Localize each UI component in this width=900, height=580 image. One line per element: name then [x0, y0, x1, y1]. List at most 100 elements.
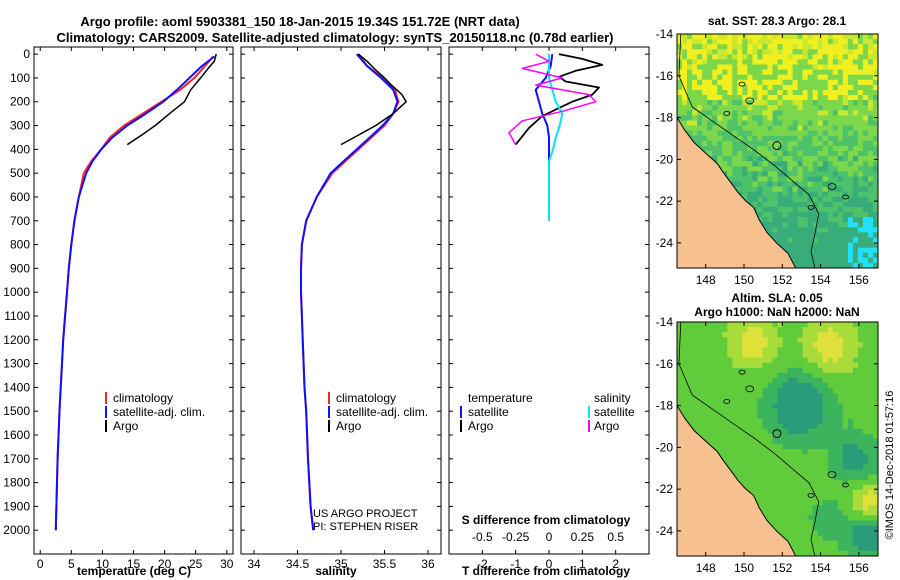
map-cell — [777, 222, 784, 228]
map-cell — [742, 393, 748, 399]
x-tick-label: 25 — [189, 557, 203, 571]
map-cell — [792, 54, 799, 60]
map-cell — [873, 327, 878, 333]
map-cell — [822, 550, 829, 556]
map-cell — [732, 120, 738, 127]
map-cell — [757, 337, 763, 343]
map-cell — [747, 145, 753, 152]
map-cell — [692, 352, 698, 359]
map-cell — [847, 495, 854, 501]
map-cell — [767, 515, 774, 521]
map-cell — [822, 105, 829, 111]
map-cell — [852, 403, 859, 410]
map-cell — [787, 418, 794, 425]
map-cell — [777, 227, 784, 233]
map-cell — [812, 69, 819, 76]
map-cell — [792, 44, 799, 50]
map-cell — [772, 383, 779, 389]
map-cell — [817, 525, 824, 532]
map-cell — [722, 428, 728, 435]
map-cell — [777, 378, 784, 384]
map-cell — [822, 69, 829, 76]
map-cell — [692, 54, 698, 60]
map-cell — [868, 500, 874, 506]
map-cell — [857, 257, 864, 264]
map-cell — [807, 393, 814, 399]
map-cell — [767, 393, 774, 399]
map-cell — [737, 398, 743, 404]
map-cell — [777, 95, 784, 101]
map-cell — [782, 474, 789, 481]
map-cell — [873, 428, 878, 435]
map-cell — [868, 105, 874, 111]
depth-tick-label: 1800 — [3, 476, 30, 490]
map-cell — [762, 201, 768, 208]
map-cell — [797, 166, 804, 172]
map-cell — [747, 423, 753, 430]
reef-outline — [738, 81, 746, 87]
map-cell — [847, 383, 854, 389]
map-cell — [787, 145, 794, 152]
map-cell — [677, 84, 683, 91]
map-cell — [873, 115, 878, 122]
map-cell — [797, 49, 804, 55]
map-cell — [842, 207, 849, 213]
map-cell — [868, 262, 874, 268]
map-cell — [857, 212, 864, 218]
map-cell — [842, 495, 849, 501]
map-cell — [807, 535, 814, 542]
map-cell — [857, 242, 864, 249]
map-cell — [712, 90, 718, 96]
map-cell — [862, 79, 869, 86]
map-cell — [762, 145, 768, 152]
map-cell — [762, 408, 768, 415]
map-cell — [807, 413, 814, 420]
map-cell — [832, 530, 839, 537]
map-cell — [807, 130, 814, 137]
map-cell — [832, 227, 839, 233]
map-cell — [732, 69, 738, 76]
legend-title-salinity: salinity — [594, 391, 631, 405]
map-cell — [842, 479, 849, 486]
map-cell — [762, 378, 768, 384]
map-cell — [837, 44, 844, 50]
map-cell — [812, 34, 819, 40]
map-cell — [862, 327, 869, 333]
map-cell — [792, 357, 799, 364]
map-cell — [797, 196, 804, 203]
map-cell — [842, 120, 849, 127]
sla-map-title-line1: Altim. SLA: 0.05 — [731, 291, 823, 305]
map-cell — [868, 362, 874, 369]
map-cell — [817, 252, 824, 259]
map-cell — [692, 362, 698, 369]
map-cell — [802, 84, 809, 91]
map-cell — [722, 95, 728, 101]
map-cell — [852, 489, 859, 496]
map-cell — [767, 510, 774, 516]
map-cell — [847, 525, 854, 532]
map-cell — [873, 262, 878, 268]
map-cell — [837, 166, 844, 172]
map-cell — [797, 545, 804, 552]
reef-outline — [807, 493, 815, 498]
map-cell — [807, 34, 814, 40]
map-cell — [762, 439, 768, 445]
map-cell — [737, 454, 743, 460]
map-cell — [757, 171, 763, 177]
map-cell — [687, 79, 693, 86]
map-cell — [822, 337, 829, 343]
map-cell — [847, 135, 854, 142]
map-cell — [782, 428, 789, 435]
map-cell — [722, 151, 728, 157]
map-cell — [862, 322, 869, 328]
map-cell — [873, 489, 878, 496]
map-cell — [787, 393, 794, 399]
map-cell — [692, 327, 698, 333]
map-cell — [822, 510, 829, 516]
map-cell — [682, 110, 688, 116]
map-cell — [762, 196, 768, 203]
map-cell — [837, 515, 844, 521]
map-cell — [792, 222, 799, 228]
map-cell — [852, 322, 859, 328]
map-cell — [797, 151, 804, 157]
